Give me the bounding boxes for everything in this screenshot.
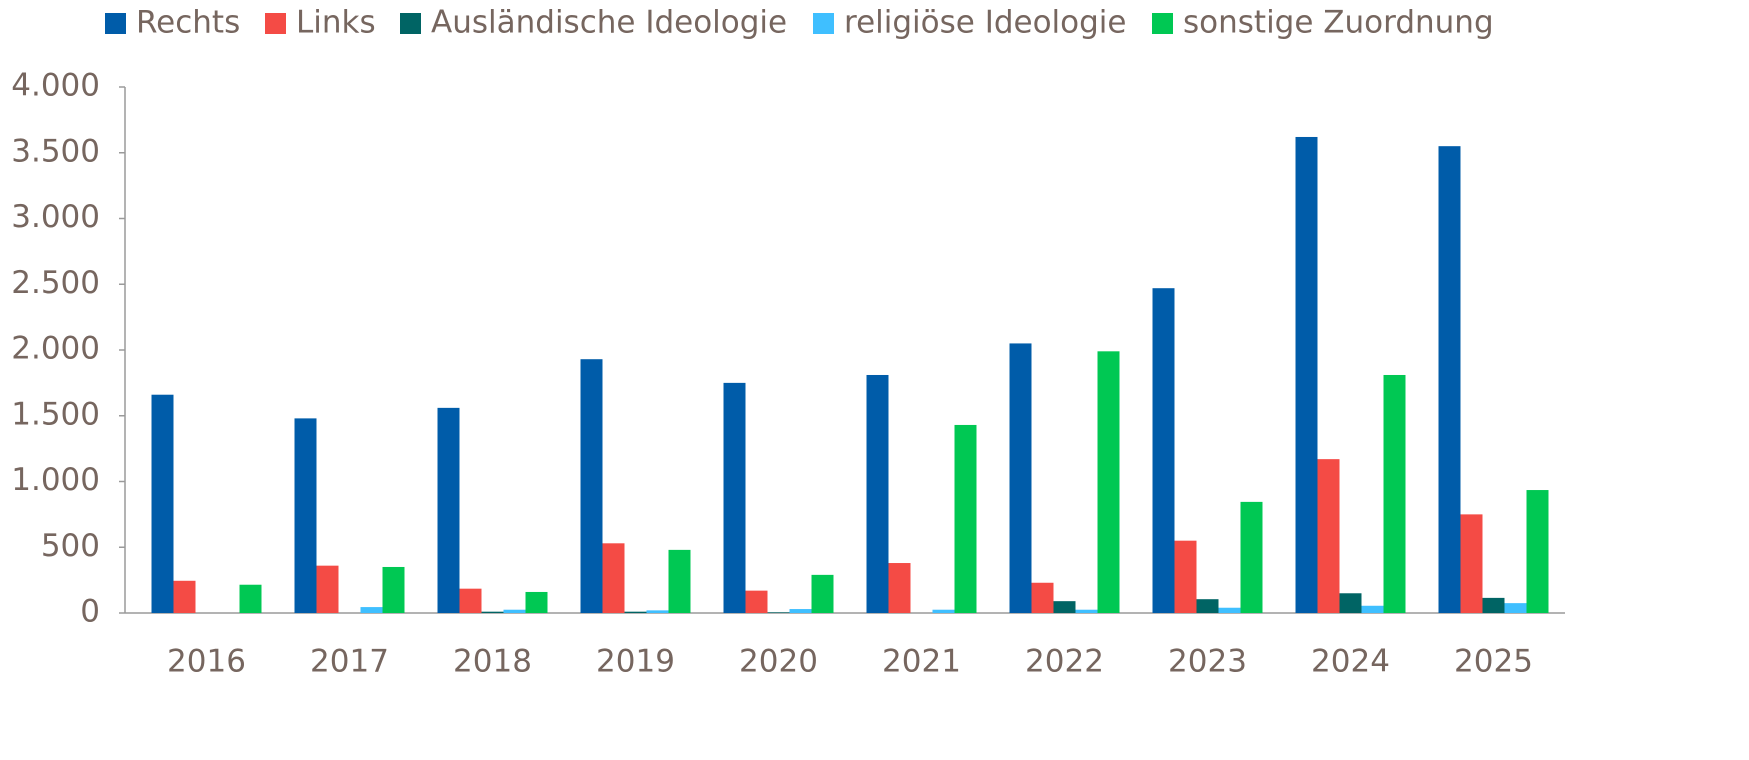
bar — [602, 543, 625, 613]
legend-label: Rechts — [136, 5, 240, 41]
x-tick-label: 2021 — [882, 644, 961, 680]
y-tick-label: 3.500 — [11, 133, 100, 169]
bar — [1218, 607, 1241, 613]
bar — [437, 407, 460, 613]
bar — [1460, 514, 1483, 613]
bar — [239, 584, 262, 613]
bar — [151, 394, 174, 613]
x-tick-label: 2016 — [167, 644, 246, 680]
y-tick-label: 1.000 — [11, 462, 100, 498]
bar — [1526, 490, 1549, 613]
y-tick-label: 2.500 — [11, 265, 100, 301]
x-tick-label: 2017 — [310, 644, 389, 680]
bar — [1240, 501, 1263, 613]
legend-swatch — [400, 13, 421, 34]
bar — [382, 566, 405, 613]
y-tick-label: 4.000 — [11, 68, 100, 104]
bar — [1196, 599, 1219, 613]
bar — [1174, 540, 1197, 613]
bar — [173, 580, 196, 613]
bar — [294, 418, 317, 613]
bar — [1317, 459, 1340, 613]
bar — [1053, 601, 1076, 613]
x-tick-label: 2023 — [1168, 644, 1247, 680]
bar — [789, 609, 812, 613]
bar — [580, 359, 603, 613]
bar — [1482, 597, 1505, 613]
legend-swatch — [813, 13, 834, 34]
bar — [646, 610, 669, 613]
y-tick-label: 500 — [41, 528, 100, 564]
bar — [1339, 593, 1362, 613]
x-tick-label: 2022 — [1025, 644, 1104, 680]
bar — [767, 612, 790, 613]
bar — [624, 611, 647, 613]
legend-label: Links — [296, 5, 376, 41]
y-tick-label: 2.000 — [11, 331, 100, 367]
bar — [811, 574, 834, 613]
x-tick-label: 2024 — [1311, 644, 1390, 680]
x-tick-label: 2019 — [596, 644, 675, 680]
bar — [1097, 351, 1120, 613]
x-tick-label: 2025 — [1454, 644, 1533, 680]
bar — [459, 588, 482, 613]
y-tick-label: 1.500 — [11, 396, 100, 432]
legend-swatch — [105, 13, 126, 34]
legend-swatch — [265, 13, 286, 34]
bar — [503, 609, 526, 613]
bar — [360, 607, 383, 613]
bar — [1361, 605, 1384, 613]
bar — [888, 563, 911, 613]
bar — [1295, 136, 1318, 613]
bar — [745, 590, 768, 613]
bar — [668, 549, 691, 613]
y-tick-label: 3.000 — [11, 199, 100, 235]
bar — [954, 424, 977, 613]
x-tick-label: 2020 — [739, 644, 818, 680]
x-tick-label: 2018 — [453, 644, 532, 680]
bar — [1031, 582, 1054, 613]
legend-swatch — [1152, 13, 1173, 34]
bar — [932, 609, 955, 613]
bar — [1383, 374, 1406, 613]
legend-label: sonstige Zuordnung — [1183, 5, 1494, 41]
bar — [1075, 609, 1098, 613]
bar — [1009, 343, 1032, 613]
legend-label: religiöse Ideologie — [844, 5, 1127, 41]
bar — [1438, 146, 1461, 614]
bar — [866, 374, 889, 613]
bar — [525, 591, 548, 613]
legend-label: Ausländische Ideologie — [431, 5, 787, 41]
y-tick-label: 0 — [80, 594, 100, 630]
bar — [481, 611, 504, 613]
bar — [1504, 603, 1527, 613]
bar — [316, 565, 339, 613]
bar — [723, 382, 746, 613]
bar — [1152, 288, 1175, 613]
